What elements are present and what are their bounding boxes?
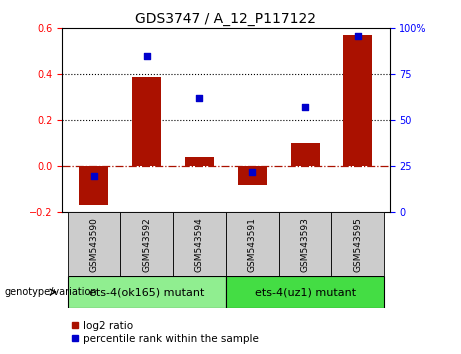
Text: GSM543591: GSM543591 [248,217,257,272]
Point [143,53,150,59]
Point [196,96,203,101]
Text: ets-4(uz1) mutant: ets-4(uz1) mutant [254,287,355,297]
Bar [238,166,267,185]
Text: GSM543595: GSM543595 [354,217,362,272]
Bar [331,212,384,276]
Bar [120,212,173,276]
Text: genotype/variation: genotype/variation [5,287,97,297]
Point [248,169,256,175]
Text: GSM543594: GSM543594 [195,217,204,272]
Bar [79,166,108,205]
Bar [226,276,384,308]
Bar [185,157,214,166]
Bar [290,143,319,166]
Text: ets-4(ok165) mutant: ets-4(ok165) mutant [89,287,204,297]
Bar [67,212,120,276]
Bar [67,276,226,308]
Point [354,33,361,39]
Bar [226,212,279,276]
Text: GSM543593: GSM543593 [301,217,310,272]
Bar [173,212,226,276]
Title: GDS3747 / A_12_P117122: GDS3747 / A_12_P117122 [136,12,316,26]
Bar [279,212,331,276]
Bar [132,77,161,166]
Text: GSM543592: GSM543592 [142,217,151,272]
Text: GSM543590: GSM543590 [89,217,98,272]
Bar [343,35,372,166]
Point [301,105,309,110]
Point [90,173,98,178]
Legend: log2 ratio, percentile rank within the sample: log2 ratio, percentile rank within the s… [67,317,263,348]
